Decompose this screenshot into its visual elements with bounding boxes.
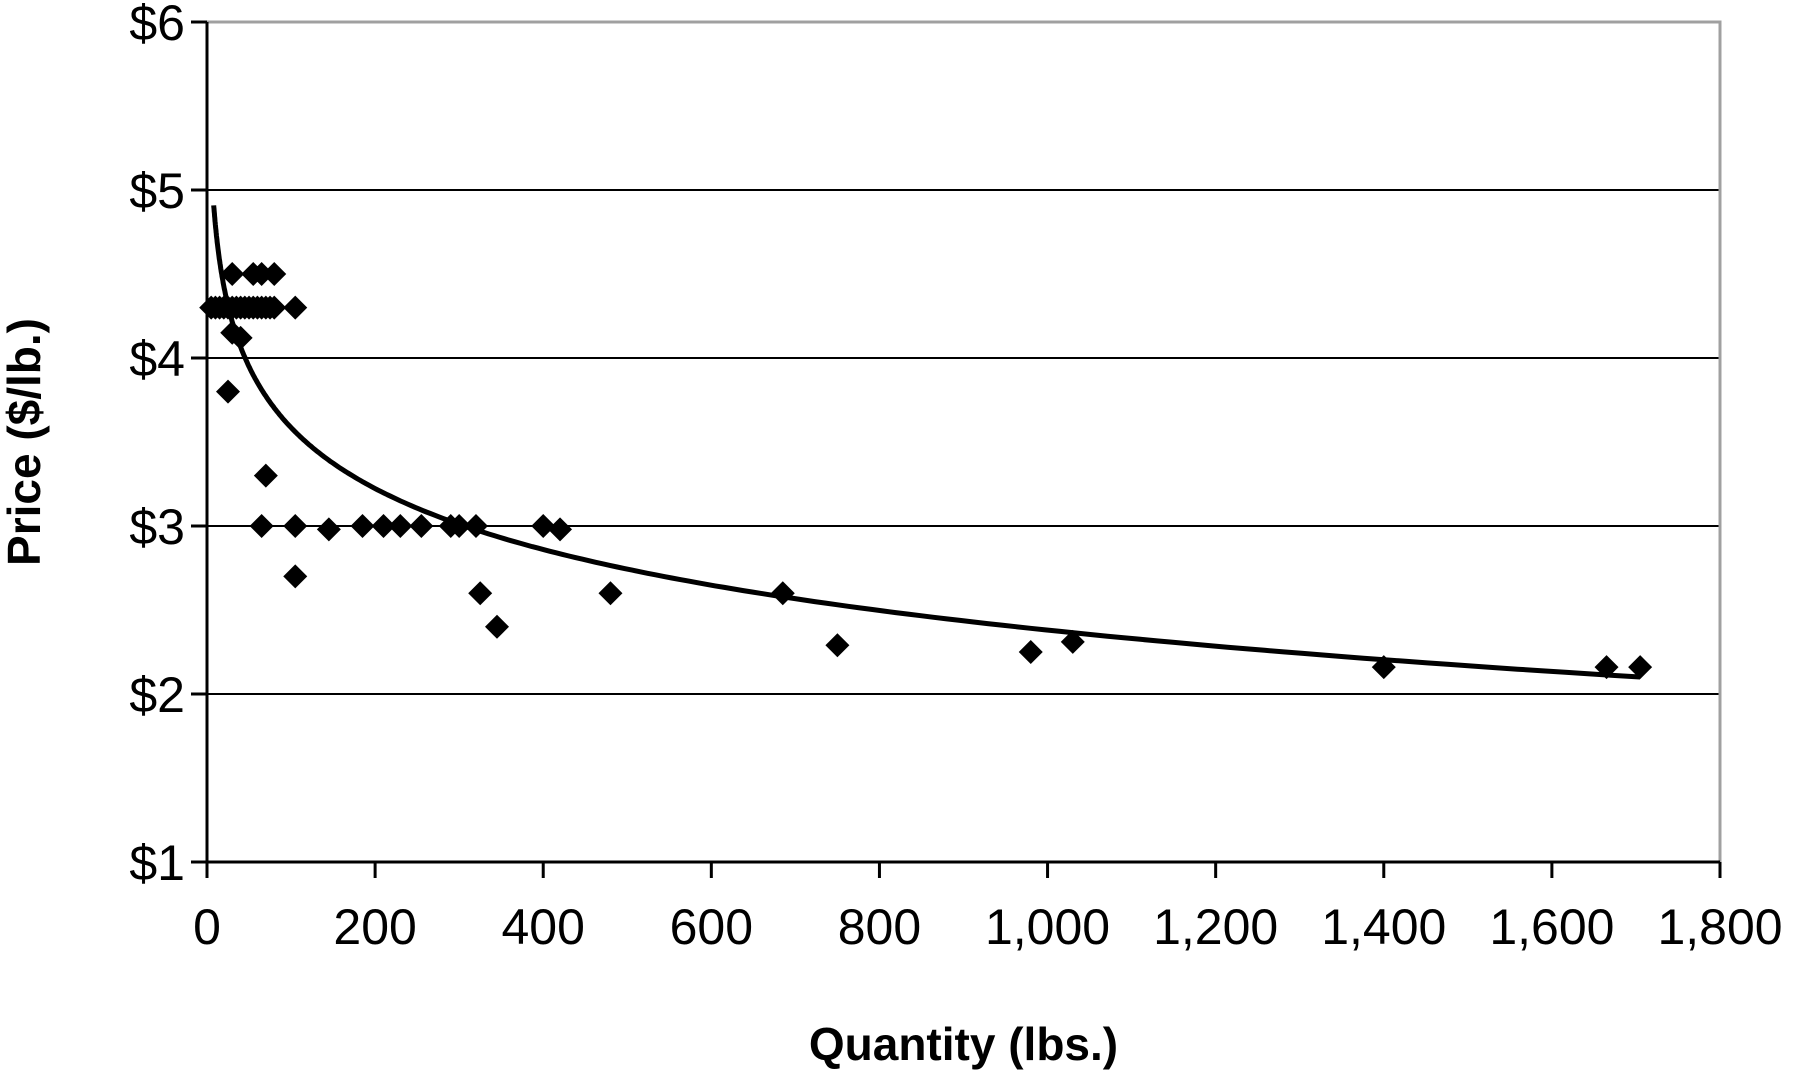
x-axis-title: Quantity (lbs.)	[809, 1018, 1118, 1070]
data-point	[371, 514, 396, 538]
x-tick-label: 1,600	[1489, 899, 1614, 955]
data-point	[350, 514, 375, 538]
x-tick-label: 1,400	[1321, 899, 1446, 955]
data-point	[409, 514, 434, 538]
y-tick-label: $6	[129, 0, 185, 51]
data-point	[548, 517, 573, 542]
data-point	[1018, 640, 1043, 664]
y-tick-label: $5	[129, 163, 185, 219]
x-tick-label: 200	[333, 899, 416, 955]
data-point	[216, 379, 241, 404]
data-point	[598, 581, 623, 606]
x-tick-label: 1,200	[1153, 899, 1278, 955]
data-point	[1628, 655, 1653, 680]
data-point	[220, 262, 245, 286]
data-point	[253, 463, 278, 488]
data-point	[249, 262, 274, 286]
y-tick-label: $1	[129, 835, 185, 891]
data-point	[484, 614, 509, 639]
tick-labels: $1 $2 $3 $4 $5 $6 0 200 400 600 800 1,000 1,200 1,400…	[129, 0, 1782, 955]
x-tick-label: 800	[838, 899, 921, 955]
data-point	[283, 564, 308, 589]
data-point	[1594, 655, 1619, 680]
y-tick-label: $2	[129, 667, 185, 723]
data-point	[531, 514, 556, 538]
plot-frame	[205, 20, 1722, 864]
data-point	[228, 325, 253, 350]
x-tick-label: 1,000	[985, 899, 1110, 955]
data-point	[770, 581, 795, 606]
data-point	[1060, 629, 1085, 654]
data-point	[283, 514, 308, 538]
data-point	[463, 514, 488, 538]
x-tick-label: 1,800	[1657, 899, 1782, 955]
data-point	[447, 514, 472, 538]
y-tick-label: $4	[129, 331, 185, 387]
x-tick-label: 0	[193, 899, 221, 955]
data-point	[249, 514, 274, 538]
x-tick-label: 600	[670, 899, 753, 955]
axes	[191, 20, 1722, 878]
y-axis-title: Price ($/lb.)	[0, 318, 50, 566]
data-point	[262, 295, 287, 320]
data-point	[825, 633, 850, 658]
data-point	[1371, 655, 1396, 680]
y-tick-label: $3	[129, 499, 185, 555]
data-point	[388, 514, 413, 538]
trendline-layer	[211, 204, 1641, 680]
data-point	[262, 262, 287, 286]
x-tick-label: 400	[502, 899, 585, 955]
data-point	[316, 517, 341, 542]
data-point	[468, 581, 493, 606]
trendline	[211, 204, 1641, 680]
data-point	[283, 295, 308, 320]
data-points	[199, 262, 1653, 680]
